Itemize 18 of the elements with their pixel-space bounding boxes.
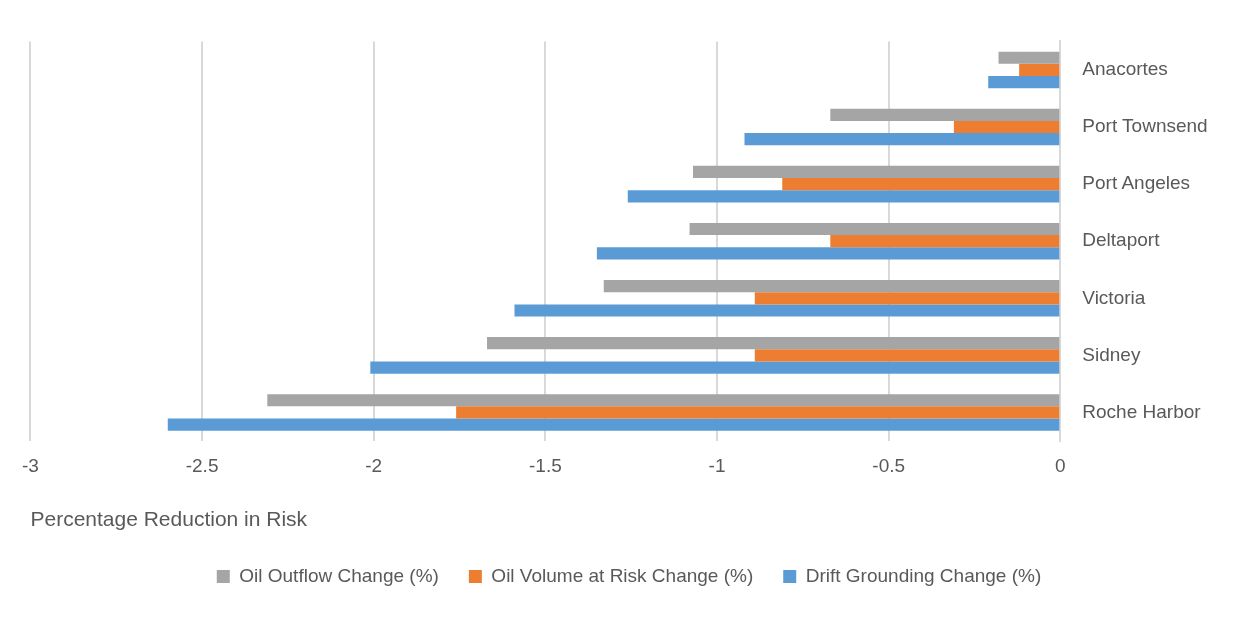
x-tick-label: -1 — [708, 454, 726, 476]
x-tick-label: -2 — [365, 454, 383, 476]
x-axis-title: Percentage Reduction in Risk — [30, 507, 308, 531]
legend-label: Drift Grounding Change (%) — [805, 564, 1042, 586]
legend-label: Oil Volume at Risk Change (%) — [491, 564, 754, 586]
legend-label: Oil Outflow Change (%) — [239, 564, 439, 586]
x-tick-label: -1.5 — [529, 454, 562, 476]
y-tick-label: Victoria — [1082, 286, 1146, 308]
y-tick-label: Deltaport — [1082, 229, 1161, 251]
y-tick-label: Anacortes — [1082, 58, 1168, 80]
y-tick-label: Sidney — [1082, 343, 1141, 365]
x-tick-label: -3 — [21, 454, 39, 476]
x-tick-label: -0.5 — [872, 454, 906, 476]
y-tick-label: Roche Harbor — [1082, 400, 1202, 422]
x-tick-label: 0 — [1055, 454, 1066, 476]
y-tick-label: Port Townsend — [1082, 115, 1208, 137]
x-tick-label: -2.5 — [185, 454, 219, 476]
y-tick-label: Port Angeles — [1082, 172, 1191, 194]
